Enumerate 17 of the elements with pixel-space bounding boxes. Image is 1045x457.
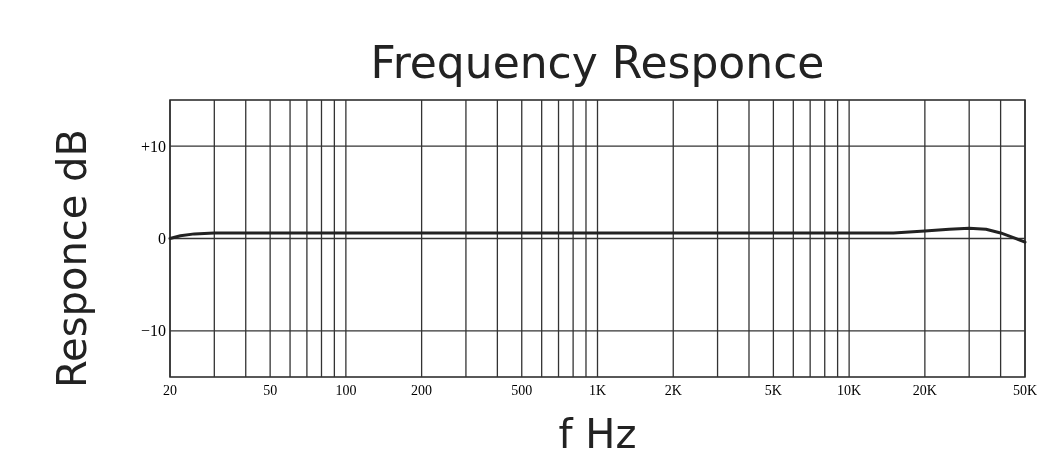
x-tick-label: 50 xyxy=(263,383,278,398)
chart-title: Frequency Responce xyxy=(370,37,825,88)
x-tick-label: 500 xyxy=(511,383,533,398)
x-tick-label: 20K xyxy=(912,383,937,398)
x-tick-label: 200 xyxy=(411,383,433,398)
y-tick-label: +10 xyxy=(140,137,166,155)
x-tick-label: 1K xyxy=(588,383,607,398)
y-tick-label: 0 xyxy=(158,230,166,248)
y-axis-title: Responce dB xyxy=(49,129,95,388)
y-tick-label: −10 xyxy=(140,322,166,340)
x-tick-label: 5K xyxy=(764,383,782,398)
x-axis-title: f Hz xyxy=(558,411,637,457)
x-tick-label: 2K xyxy=(664,383,682,398)
x-tick-label: 50K xyxy=(1012,383,1038,398)
x-tick-label: 20 xyxy=(163,383,177,398)
x-tick-label: 10K xyxy=(837,383,862,398)
x-tick-label: 100 xyxy=(335,383,357,398)
